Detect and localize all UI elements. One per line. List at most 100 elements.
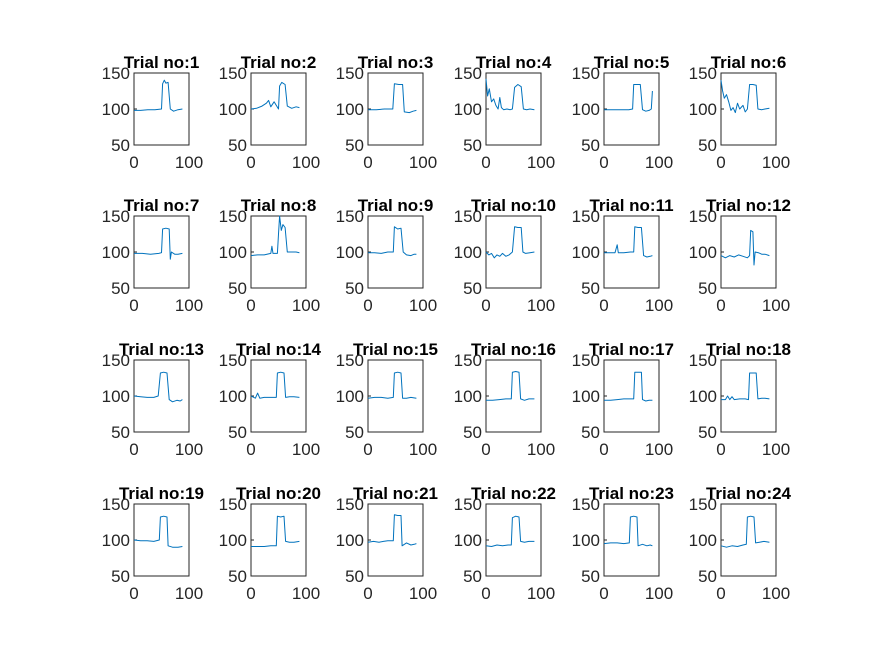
y-tick-label: 50 — [698, 136, 717, 155]
y-tick-label: 150 — [336, 351, 364, 370]
x-tick-label: 0 — [129, 296, 138, 315]
x-tick-label: 0 — [599, 153, 608, 172]
trial-line — [486, 371, 535, 401]
subplot-title: Trial no:6 — [711, 53, 787, 72]
y-tick-label: 50 — [463, 567, 482, 586]
subplot-title: Trial no:17 — [589, 340, 674, 359]
y-tick-label: 50 — [228, 136, 247, 155]
y-tick-label: 150 — [219, 64, 247, 83]
y-tick-label: 100 — [454, 531, 482, 550]
subplot-20: Trial no:20 50 100 150 0 100 — [219, 484, 321, 603]
trial-line — [720, 229, 770, 266]
trial-line — [367, 371, 417, 399]
y-tick-label: 100 — [219, 531, 247, 550]
y-tick-label: 50 — [698, 567, 717, 586]
y-tick-label: 50 — [463, 136, 482, 155]
subplot-title: Trial no:14 — [236, 340, 322, 359]
y-tick-label: 100 — [336, 387, 364, 406]
x-tick-label: 100 — [292, 296, 320, 315]
y-tick-label: 150 — [102, 64, 130, 83]
trial-line — [368, 83, 417, 114]
y-tick-label: 50 — [111, 423, 130, 442]
x-tick-label: 0 — [246, 440, 255, 459]
y-tick-label: 50 — [228, 567, 247, 586]
subplot-22: Trial no:22 50 100 150 0 100 — [454, 484, 556, 603]
x-tick-label: 0 — [716, 296, 725, 315]
y-tick-label: 50 — [345, 279, 364, 298]
y-tick-label: 150 — [219, 207, 247, 226]
subplot-19: Trial no:19 50 100 150 0 100 — [102, 484, 204, 603]
x-tick-label: 100 — [645, 296, 673, 315]
y-tick-label: 100 — [102, 387, 130, 406]
subplot-4: Trial no:4 50 100 150 0 100 — [454, 53, 556, 172]
subplot-title: Trial no:8 — [241, 196, 317, 215]
y-tick-label: 100 — [336, 531, 364, 550]
x-tick-label: 100 — [409, 440, 437, 459]
subplot-title: Trial no:16 — [471, 340, 556, 359]
trial-line — [603, 515, 653, 547]
subplot-title: Trial no:1 — [124, 53, 200, 72]
subplot-7: Trial no:7 50 100 150 0 100 — [102, 196, 204, 315]
subplot-12: Trial no:12 50 100 150 0 100 — [689, 196, 791, 315]
y-tick-label: 150 — [454, 64, 482, 83]
y-tick-label: 50 — [228, 423, 247, 442]
trial-line — [134, 79, 183, 112]
y-tick-label: 50 — [698, 279, 717, 298]
y-tick-label: 100 — [572, 531, 600, 550]
subplot-23: Trial no:23 50 100 150 0 100 — [572, 484, 674, 603]
axes-box — [133, 359, 190, 433]
trial-line — [721, 372, 770, 401]
subplot-title: Trial no:15 — [353, 340, 438, 359]
y-tick-label: 100 — [102, 531, 130, 550]
y-tick-label: 100 — [336, 243, 364, 262]
y-tick-label: 150 — [572, 495, 600, 514]
x-tick-label: 100 — [762, 440, 790, 459]
x-tick-label: 100 — [175, 584, 203, 603]
x-tick-label: 100 — [292, 584, 320, 603]
x-tick-label: 0 — [246, 296, 255, 315]
subplot-title: Trial no:24 — [706, 484, 792, 503]
y-tick-label: 50 — [345, 136, 364, 155]
x-tick-label: 100 — [527, 440, 555, 459]
subplot-14: Trial no:14 50 100 150 0 100 — [219, 340, 322, 459]
y-tick-label: 150 — [102, 351, 130, 370]
subplot-title: Trial no:3 — [358, 53, 434, 72]
y-tick-label: 150 — [454, 351, 482, 370]
y-tick-label: 150 — [454, 207, 482, 226]
y-tick-label: 50 — [345, 567, 364, 586]
x-tick-label: 100 — [292, 440, 320, 459]
y-tick-label: 50 — [111, 279, 130, 298]
subplot-title: Trial no:23 — [589, 484, 674, 503]
trial-line — [133, 371, 183, 403]
subplot-title: Trial no:21 — [353, 484, 438, 503]
subplot-3: Trial no:3 50 100 150 0 100 — [336, 53, 438, 172]
axes-box — [133, 503, 190, 577]
y-tick-label: 100 — [572, 100, 600, 119]
x-tick-label: 100 — [762, 296, 790, 315]
subplot-15: Trial no:15 50 100 150 0 100 — [336, 340, 438, 459]
trial-line — [485, 226, 535, 259]
trial-line — [250, 371, 300, 399]
subplot-title: Trial no:22 — [471, 484, 556, 503]
axes-box — [367, 359, 424, 433]
subplot-5: Trial no:5 50 100 150 0 100 — [572, 53, 674, 172]
axes-box — [367, 72, 424, 146]
y-tick-label: 50 — [111, 567, 130, 586]
y-tick-label: 150 — [102, 495, 130, 514]
x-tick-label: 0 — [481, 296, 490, 315]
y-tick-label: 150 — [219, 495, 247, 514]
y-tick-label: 50 — [463, 423, 482, 442]
x-tick-label: 100 — [645, 584, 673, 603]
trial-line — [134, 227, 183, 260]
x-tick-label: 0 — [716, 584, 725, 603]
axes-box — [485, 359, 542, 433]
trial-line — [720, 515, 770, 548]
trial-line — [251, 515, 300, 547]
subplot-10: Trial no:10 50 100 150 0 100 — [454, 196, 556, 315]
x-tick-label: 0 — [599, 296, 608, 315]
x-tick-label: 0 — [716, 153, 725, 172]
subplot-title: Trial no:9 — [358, 196, 434, 215]
subplot-2: Trial no:2 50 100 150 0 100 — [219, 53, 321, 172]
trial-line — [485, 78, 535, 111]
